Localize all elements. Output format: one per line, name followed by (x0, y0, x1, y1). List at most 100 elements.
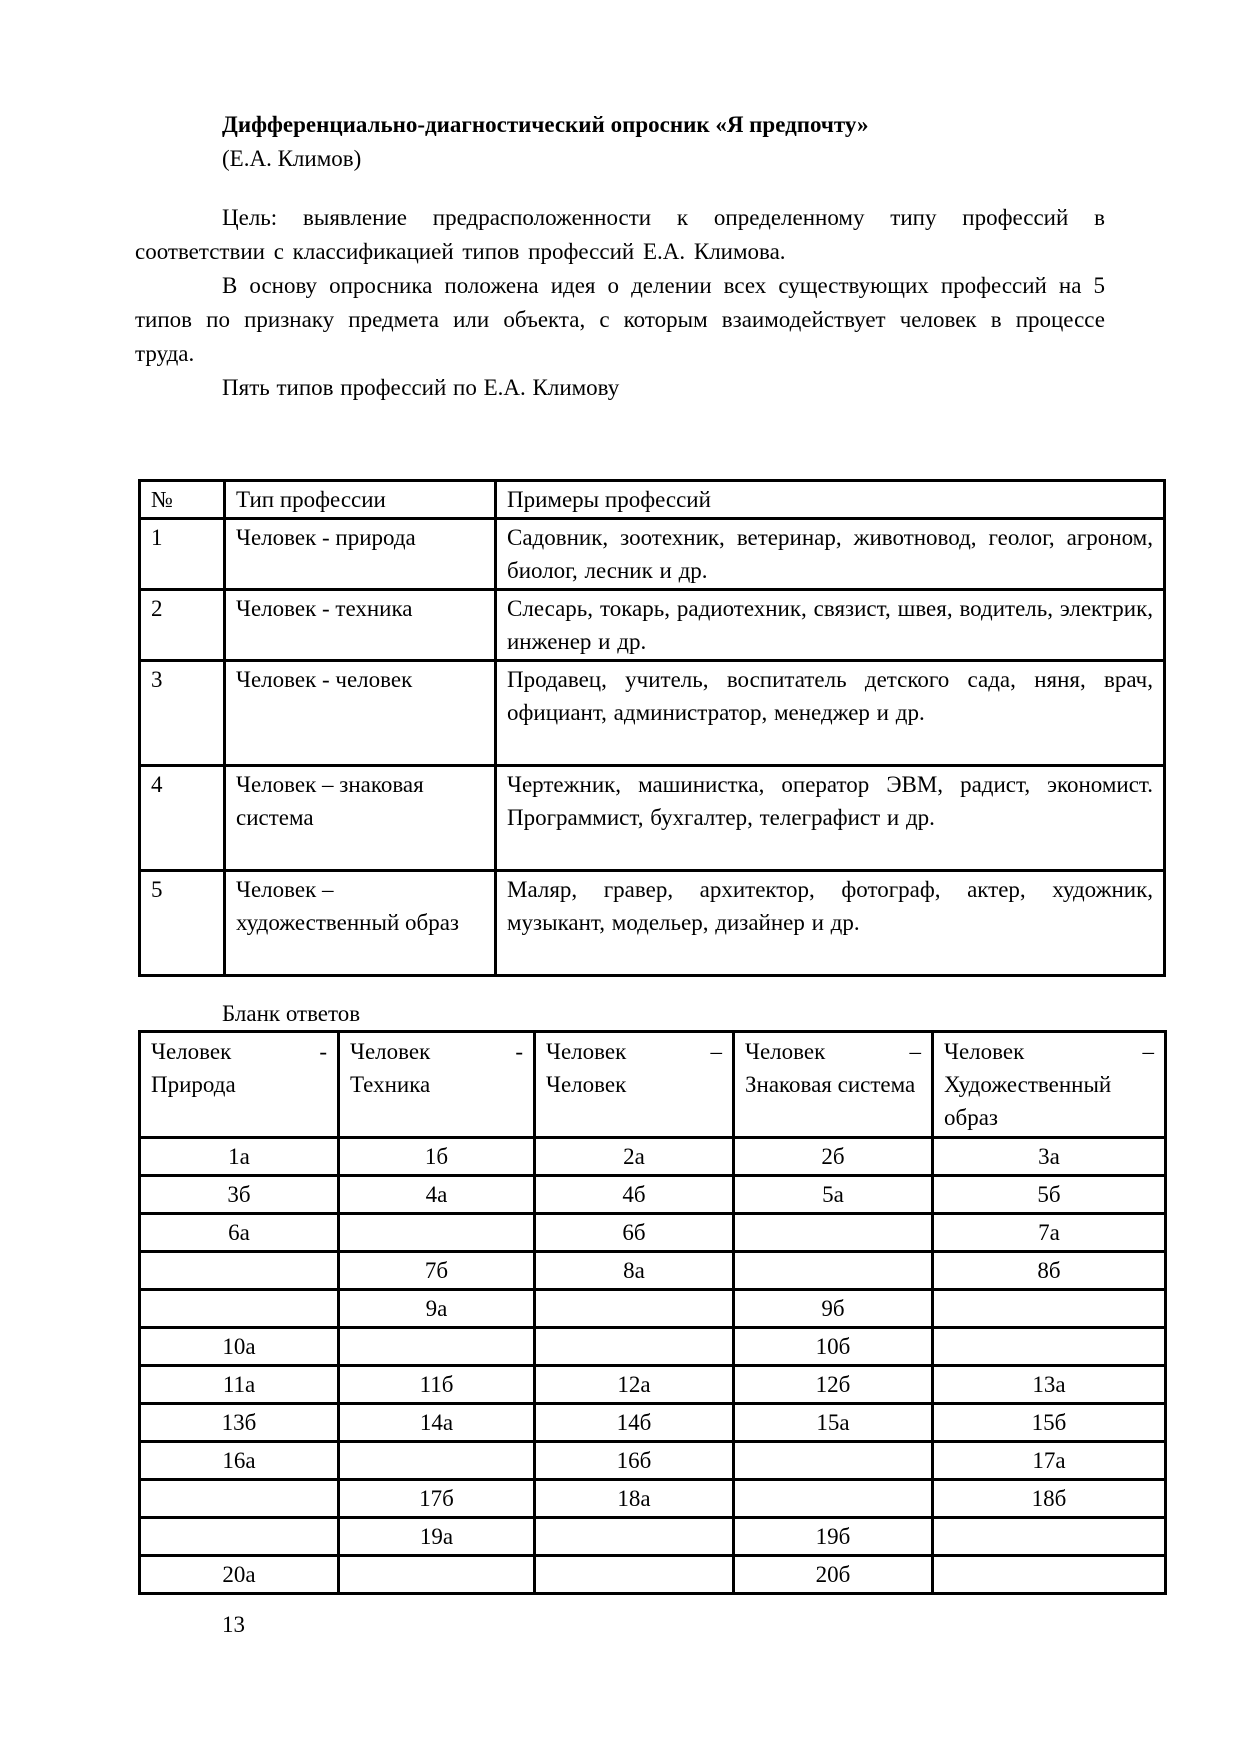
answer-cell: 6а (138, 1212, 340, 1253)
profession-types-table-head: № Тип профессии Примеры профессий (138, 479, 1166, 520)
answer-cell: 14а (337, 1402, 536, 1443)
answer-cell: 18б (931, 1478, 1167, 1519)
types-table-row: 2 Человек - техника Слесарь, токарь, радио… (138, 588, 1166, 662)
answer-header-first-line: Человек – (745, 1035, 921, 1068)
types-table-row: 5 Человек – художественный образ Маляр, гр… (138, 869, 1166, 977)
answer-cell: 8б (931, 1250, 1167, 1291)
answer-header-row: Человек - Природа Человек - Техника Человек – Че… (138, 1030, 1167, 1139)
answer-cell: 19а (337, 1516, 536, 1557)
answer-table-row: 19а 19б (138, 1516, 1167, 1557)
answer-cell (337, 1440, 536, 1481)
answer-cell: 12а (533, 1364, 735, 1405)
answer-cell: 4а (337, 1174, 536, 1215)
answer-cell: 12б (732, 1364, 934, 1405)
types-cell-number: 1 (138, 517, 226, 591)
answer-table-row: 1а 1б 2а 2б 3а (138, 1136, 1167, 1177)
answer-cell: 7б (337, 1250, 536, 1291)
answer-header-dash: - (319, 1039, 327, 1064)
answer-header-word: Человек (546, 1039, 627, 1064)
types-cell-examples: Маляр, гравер, архитектор, фотограф, акт… (494, 869, 1166, 977)
answer-cell: 17б (337, 1478, 536, 1519)
answer-cell: 18а (533, 1478, 735, 1519)
answer-header-first-line: Человек – (944, 1035, 1154, 1068)
answer-table-row: 7б 8а 8б (138, 1250, 1167, 1291)
answer-cell: 14б (533, 1402, 735, 1443)
answer-sheet-table-head: Человек - Природа Человек - Техника Человек – Че… (138, 1030, 1167, 1139)
types-cell-examples: Чертежник, машинистка, оператор ЭВМ, рад… (494, 764, 1166, 872)
answer-header-rest: Природа (151, 1072, 236, 1097)
answer-header-cell: Человек – Человек (533, 1030, 735, 1139)
answer-cell: 6б (533, 1212, 735, 1253)
answer-cell: 2а (533, 1136, 735, 1177)
answer-cell (732, 1250, 934, 1291)
answer-cell: 4б (533, 1174, 735, 1215)
answer-cell: 10а (138, 1326, 340, 1367)
answer-cell: 16б (533, 1440, 735, 1481)
answer-cell: 19б (732, 1516, 934, 1557)
answer-cell (732, 1478, 934, 1519)
intro-text-block: Дифференциально-диагностический опросник… (135, 108, 1105, 405)
answer-header-word: Человек (350, 1039, 431, 1064)
answer-header-word: Человек (745, 1039, 826, 1064)
answer-header-word: Человек (944, 1039, 1025, 1064)
answer-table-row: 16а 16б 17а (138, 1440, 1167, 1481)
answer-sheet-table-body: 1а 1б 2а 2б 3а 3б 4а 4б 5а 5б 6а 6б 7а 7б 8а 8б 9а 9б 10а 1… (138, 1136, 1167, 1595)
answer-cell: 15б (931, 1402, 1167, 1443)
answer-header-dash: - (515, 1039, 523, 1064)
answer-cell (533, 1516, 735, 1557)
answer-table-row: 13б 14а 14б 15а 15б (138, 1402, 1167, 1443)
types-cell-examples: Садовник, зоотехник, ветеринар, животнов… (494, 517, 1166, 591)
answer-cell: 3а (931, 1136, 1167, 1177)
answer-table-row: 3б 4а 4б 5а 5б (138, 1174, 1167, 1215)
answer-cell (138, 1516, 340, 1557)
answer-cell: 11б (337, 1364, 536, 1405)
paragraph-basis: В основу опросника положена идея о делен… (135, 273, 1105, 366)
answer-header-first-line: Человек - (151, 1035, 327, 1068)
answer-header-dash: – (909, 1039, 922, 1064)
types-cell-number: 2 (138, 588, 226, 662)
answer-header-cell: Человек - Техника (337, 1030, 536, 1139)
answer-cell (138, 1288, 340, 1329)
types-cell-number: 5 (138, 869, 226, 977)
spacer (135, 176, 1105, 201)
types-cell-number: 4 (138, 764, 226, 872)
answer-cell: 3б (138, 1174, 340, 1215)
answer-cell: 17а (931, 1440, 1167, 1481)
answer-cell (732, 1440, 934, 1481)
types-table-row: 4 Человек – знаковая система Чертежник, ма… (138, 764, 1166, 872)
answer-cell: 1а (138, 1136, 340, 1177)
answer-cell (533, 1554, 735, 1595)
types-table-row: 1 Человек - природа Садовник, зоотехник, в… (138, 517, 1166, 591)
answer-header-dash: – (1142, 1039, 1155, 1064)
types-cell-type: Человек - природа (223, 517, 497, 591)
types-header-row: № Тип профессии Примеры профессий (138, 479, 1166, 520)
answer-cell (533, 1326, 735, 1367)
answer-header-rest: Художественный образ (944, 1072, 1112, 1130)
types-header-cell: Тип профессии (223, 479, 497, 520)
answer-cell (931, 1554, 1167, 1595)
types-cell-examples: Продавец, учитель, воспитатель детского … (494, 659, 1166, 767)
answer-header-cell: Человек – Художественный образ (931, 1030, 1167, 1139)
types-cell-type: Человек - человек (223, 659, 497, 767)
answer-cell (138, 1250, 340, 1291)
profession-types-table: № Тип профессии Примеры профессий 1 Человек… (138, 479, 1166, 977)
types-header-cell: Примеры профессий (494, 479, 1166, 520)
answer-cell: 1б (337, 1136, 536, 1177)
answer-cell: 20а (138, 1554, 340, 1595)
answer-cell (931, 1516, 1167, 1557)
answer-cell (337, 1326, 536, 1367)
answer-header-cell: Человек – Знаковая система (732, 1030, 934, 1139)
page-title: Дифференциально-диагностический опросник… (222, 112, 869, 137)
types-cell-type: Человек – знаковая система (223, 764, 497, 872)
answer-cell: 13б (138, 1402, 340, 1443)
answer-header-rest: Техника (350, 1072, 431, 1097)
answer-cell: 20б (732, 1554, 934, 1595)
answer-header-word: Человек (151, 1039, 232, 1064)
answer-cell (337, 1554, 536, 1595)
types-cell-examples: Слесарь, токарь, радиотехник, связист, ш… (494, 588, 1166, 662)
answer-header-first-line: Человек - (350, 1035, 523, 1068)
answer-table-row: 10а 10б (138, 1326, 1167, 1367)
types-cell-number: 3 (138, 659, 226, 767)
answer-cell (931, 1326, 1167, 1367)
